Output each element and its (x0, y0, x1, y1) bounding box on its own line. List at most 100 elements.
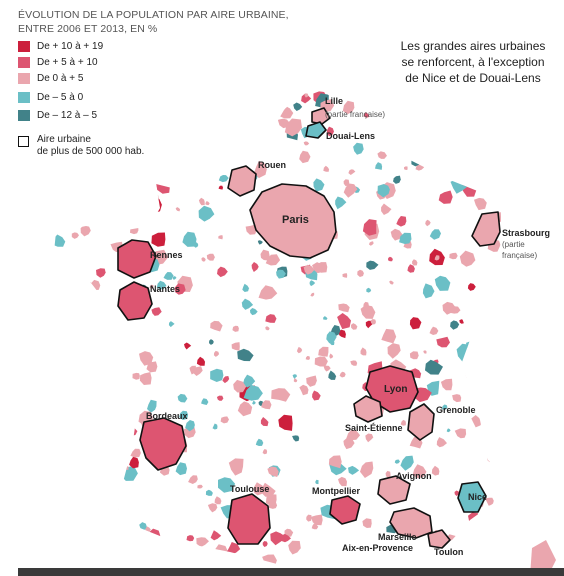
urban-area-blob (88, 487, 105, 501)
urban-area-blob (306, 375, 317, 387)
urban-area-blob (511, 505, 515, 509)
legend-outline-item: Aire urbaine de plus de 500 000 hab. (18, 134, 178, 164)
urban-area-blob (296, 346, 303, 354)
urban-area-blob (459, 250, 476, 267)
legend-swatch (18, 73, 30, 84)
urban-area-blob (232, 110, 244, 121)
urban-area-blob (100, 135, 108, 144)
outline-line-2: de plus de 500 000 hab. (37, 146, 145, 157)
urban-area-blob (109, 208, 126, 222)
urban-area-blob (54, 380, 70, 397)
label-nice: Nice (468, 492, 487, 502)
urban-area-blob (245, 224, 258, 235)
urban-area-blob (97, 469, 106, 476)
urban-area-blob (210, 530, 222, 541)
urban-area-blob (486, 342, 494, 349)
urban-area-blob (129, 456, 139, 469)
urban-area-blob (409, 317, 422, 330)
urban-area-blob (511, 472, 515, 477)
urban-area-blob (422, 283, 435, 299)
urban-area-blob (198, 205, 215, 222)
label-toulon: Toulon (434, 547, 463, 557)
urban-area-blob (301, 93, 312, 104)
area-paris (249, 183, 337, 259)
urban-area-blob (509, 534, 515, 542)
urban-area-blob (311, 543, 318, 551)
urban-area-blob (89, 463, 101, 475)
callout-line-1: Les grandes aires urbaines (400, 39, 546, 53)
urban-area-blob (446, 428, 451, 433)
urban-area-blob (87, 437, 92, 443)
urban-area-blob (409, 351, 419, 360)
urban-area-blob (434, 275, 451, 291)
urban-area-blob (96, 187, 104, 194)
urban-area-blob (493, 280, 501, 288)
urban-area-blob (262, 541, 268, 547)
urban-area-blob (78, 373, 93, 387)
legend-label: De – 5 à 0 (37, 92, 84, 103)
urban-area-blob (75, 418, 94, 436)
urban-area-blob (436, 336, 450, 348)
urban-area-blob (76, 360, 88, 371)
map-title: ÉVOLUTION DE LA POPULATION PAR AIRE URBA… (18, 8, 289, 36)
urban-area-blob (400, 419, 406, 426)
urban-area-blob (484, 286, 496, 297)
urban-area-blob (315, 538, 326, 549)
urban-area-blob (366, 287, 372, 293)
urban-area-blob (506, 284, 508, 303)
urban-area-blob (316, 262, 328, 273)
urban-area-blob (313, 178, 325, 192)
urban-area-blob (209, 339, 214, 345)
label-strasbourg-sub1: (partie (502, 240, 525, 249)
urban-area-blob (284, 106, 291, 115)
urban-area-blob (220, 416, 229, 424)
urban-area-blob (160, 107, 175, 118)
urban-area-blob (55, 479, 63, 485)
urban-area-blob (218, 175, 229, 183)
urban-area-blob (75, 214, 89, 227)
urban-area-blob (481, 306, 494, 318)
urban-area-blob (167, 147, 180, 160)
urban-area-blob (506, 372, 508, 386)
callout-line-3: de Nice et de Douai-Lens (405, 71, 541, 85)
urban-area-blob (182, 231, 197, 247)
title-line-2: ENTRE 2006 ET 2013, EN % (18, 23, 158, 35)
urban-area-blob (135, 176, 155, 194)
urban-area-blob (323, 165, 329, 172)
urban-area-blob (197, 484, 203, 489)
urban-area-blob (74, 201, 84, 211)
urban-area-blob (223, 92, 233, 102)
urban-area-blob (184, 109, 201, 121)
urban-area-blob (237, 401, 253, 417)
urban-area-blob (473, 517, 488, 530)
urban-area-blob (132, 372, 140, 380)
urban-area-blob (151, 232, 166, 247)
urban-area-blob (237, 348, 254, 362)
urban-area-blob (132, 182, 147, 198)
urban-area-blob (328, 455, 342, 469)
urban-area-blob (208, 96, 216, 106)
urban-area-blob (247, 135, 257, 147)
urban-area-blob (390, 228, 403, 241)
urban-area-blob (370, 319, 376, 325)
urban-area-blob (188, 475, 198, 484)
urban-area-blob (218, 235, 223, 240)
urban-area-blob (228, 458, 244, 476)
bottom-bar (18, 568, 564, 576)
urban-area-blob (125, 203, 138, 217)
urban-area-blob (429, 326, 439, 335)
urban-area-blob (68, 355, 79, 365)
urban-area-blob (84, 208, 93, 219)
urban-area-blob (305, 356, 310, 360)
urban-area-blob (163, 272, 174, 280)
urban-area-blob (387, 343, 401, 359)
urban-area-blob (360, 347, 367, 356)
urban-area-blob (139, 554, 147, 560)
urban-area-blob (177, 393, 188, 403)
urban-area-blob (150, 194, 160, 204)
urban-area-blob (404, 166, 408, 170)
urban-area-blob (323, 365, 331, 372)
urban-area-blob (348, 465, 360, 475)
urban-area-blob (278, 88, 292, 105)
urban-area-blob (260, 417, 269, 427)
